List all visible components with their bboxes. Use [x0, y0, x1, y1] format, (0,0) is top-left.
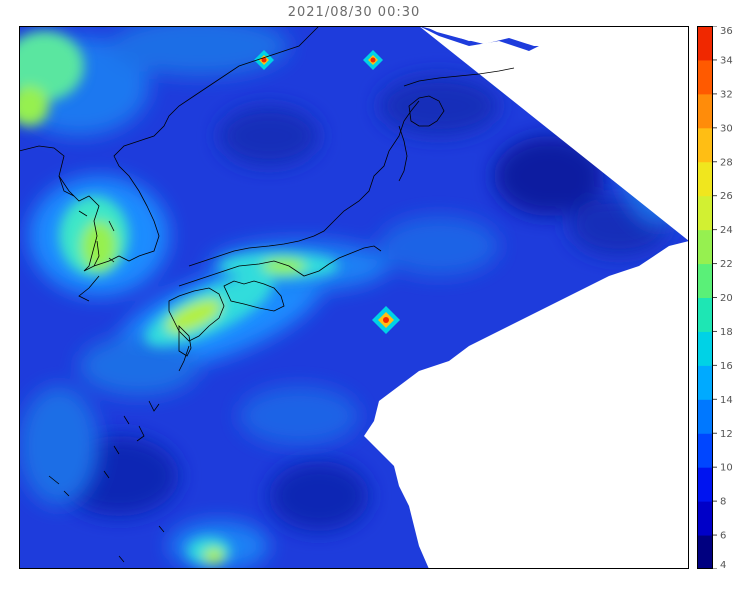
- colorbar-tick-label: 6: [720, 531, 726, 542]
- colorbar-tick-label: 12: [720, 429, 733, 440]
- colorbar-tick-label: 8: [720, 497, 726, 508]
- colorbar-tick-label: 30: [720, 123, 733, 134]
- colorbar: 36 34 32 30 28 26 24 22 20 18 16 14 12 10 8 6 4: [697, 26, 733, 569]
- colorbar-segment: [697, 467, 713, 502]
- colorbar-segment: [697, 263, 713, 298]
- colorbar-tick-label: 10: [720, 463, 733, 474]
- map-plot: [19, 26, 689, 569]
- colorbar-segment: [697, 93, 713, 129]
- no-data-region: [364, 26, 689, 569]
- colorbar-tick-label: 18: [720, 327, 733, 338]
- colorbar-segment: [697, 501, 713, 536]
- colorbar-tick-label: 20: [720, 293, 733, 304]
- colorbar-segment: [697, 229, 713, 265]
- map-title: 2021/08/30 00:30: [287, 5, 421, 20]
- colorbar-tick-label: 32: [720, 89, 733, 100]
- colorbar-tick-label: 4: [720, 560, 726, 569]
- colorbar-tick-label: 22: [720, 259, 733, 270]
- colorbar-tick-label: 34: [720, 55, 733, 66]
- high-value-field: [19, 31, 339, 565]
- colorbar-segment: [697, 297, 713, 332]
- colorbar-segment: [697, 433, 713, 468]
- colorbar-ticks: 36 34 32 30 28 26 24 22 20 18 16 14 12 10 8 6 4: [713, 26, 733, 569]
- colorbar-tick-label: 28: [720, 157, 733, 168]
- colorbar-segment: [697, 331, 713, 366]
- colorbar-tick-label: 26: [720, 191, 733, 202]
- colorbar-segment: [697, 535, 713, 569]
- hotspot-markers: [254, 50, 400, 334]
- no-data-top-edge: [424, 26, 689, 46]
- colorbar-tick-label: 14: [720, 395, 733, 406]
- colorbar-segment: [697, 26, 713, 61]
- colorbar-segment: [697, 195, 713, 231]
- colorbar-tick-label: 36: [720, 26, 733, 37]
- colorbar-segment: [697, 161, 713, 197]
- colorbar-segment: [697, 365, 713, 400]
- colorbar-frame: [697, 26, 713, 569]
- colorbar-segment: [697, 127, 713, 163]
- colorbar-segments: [697, 26, 713, 569]
- map-frame: [19, 26, 689, 569]
- colorbar-tick-label: 16: [720, 361, 733, 372]
- coastlines: [19, 26, 515, 563]
- colorbar-segment: [697, 399, 713, 434]
- colorbar-segment: [697, 59, 713, 95]
- colorbar-tick-label: 24: [720, 225, 733, 236]
